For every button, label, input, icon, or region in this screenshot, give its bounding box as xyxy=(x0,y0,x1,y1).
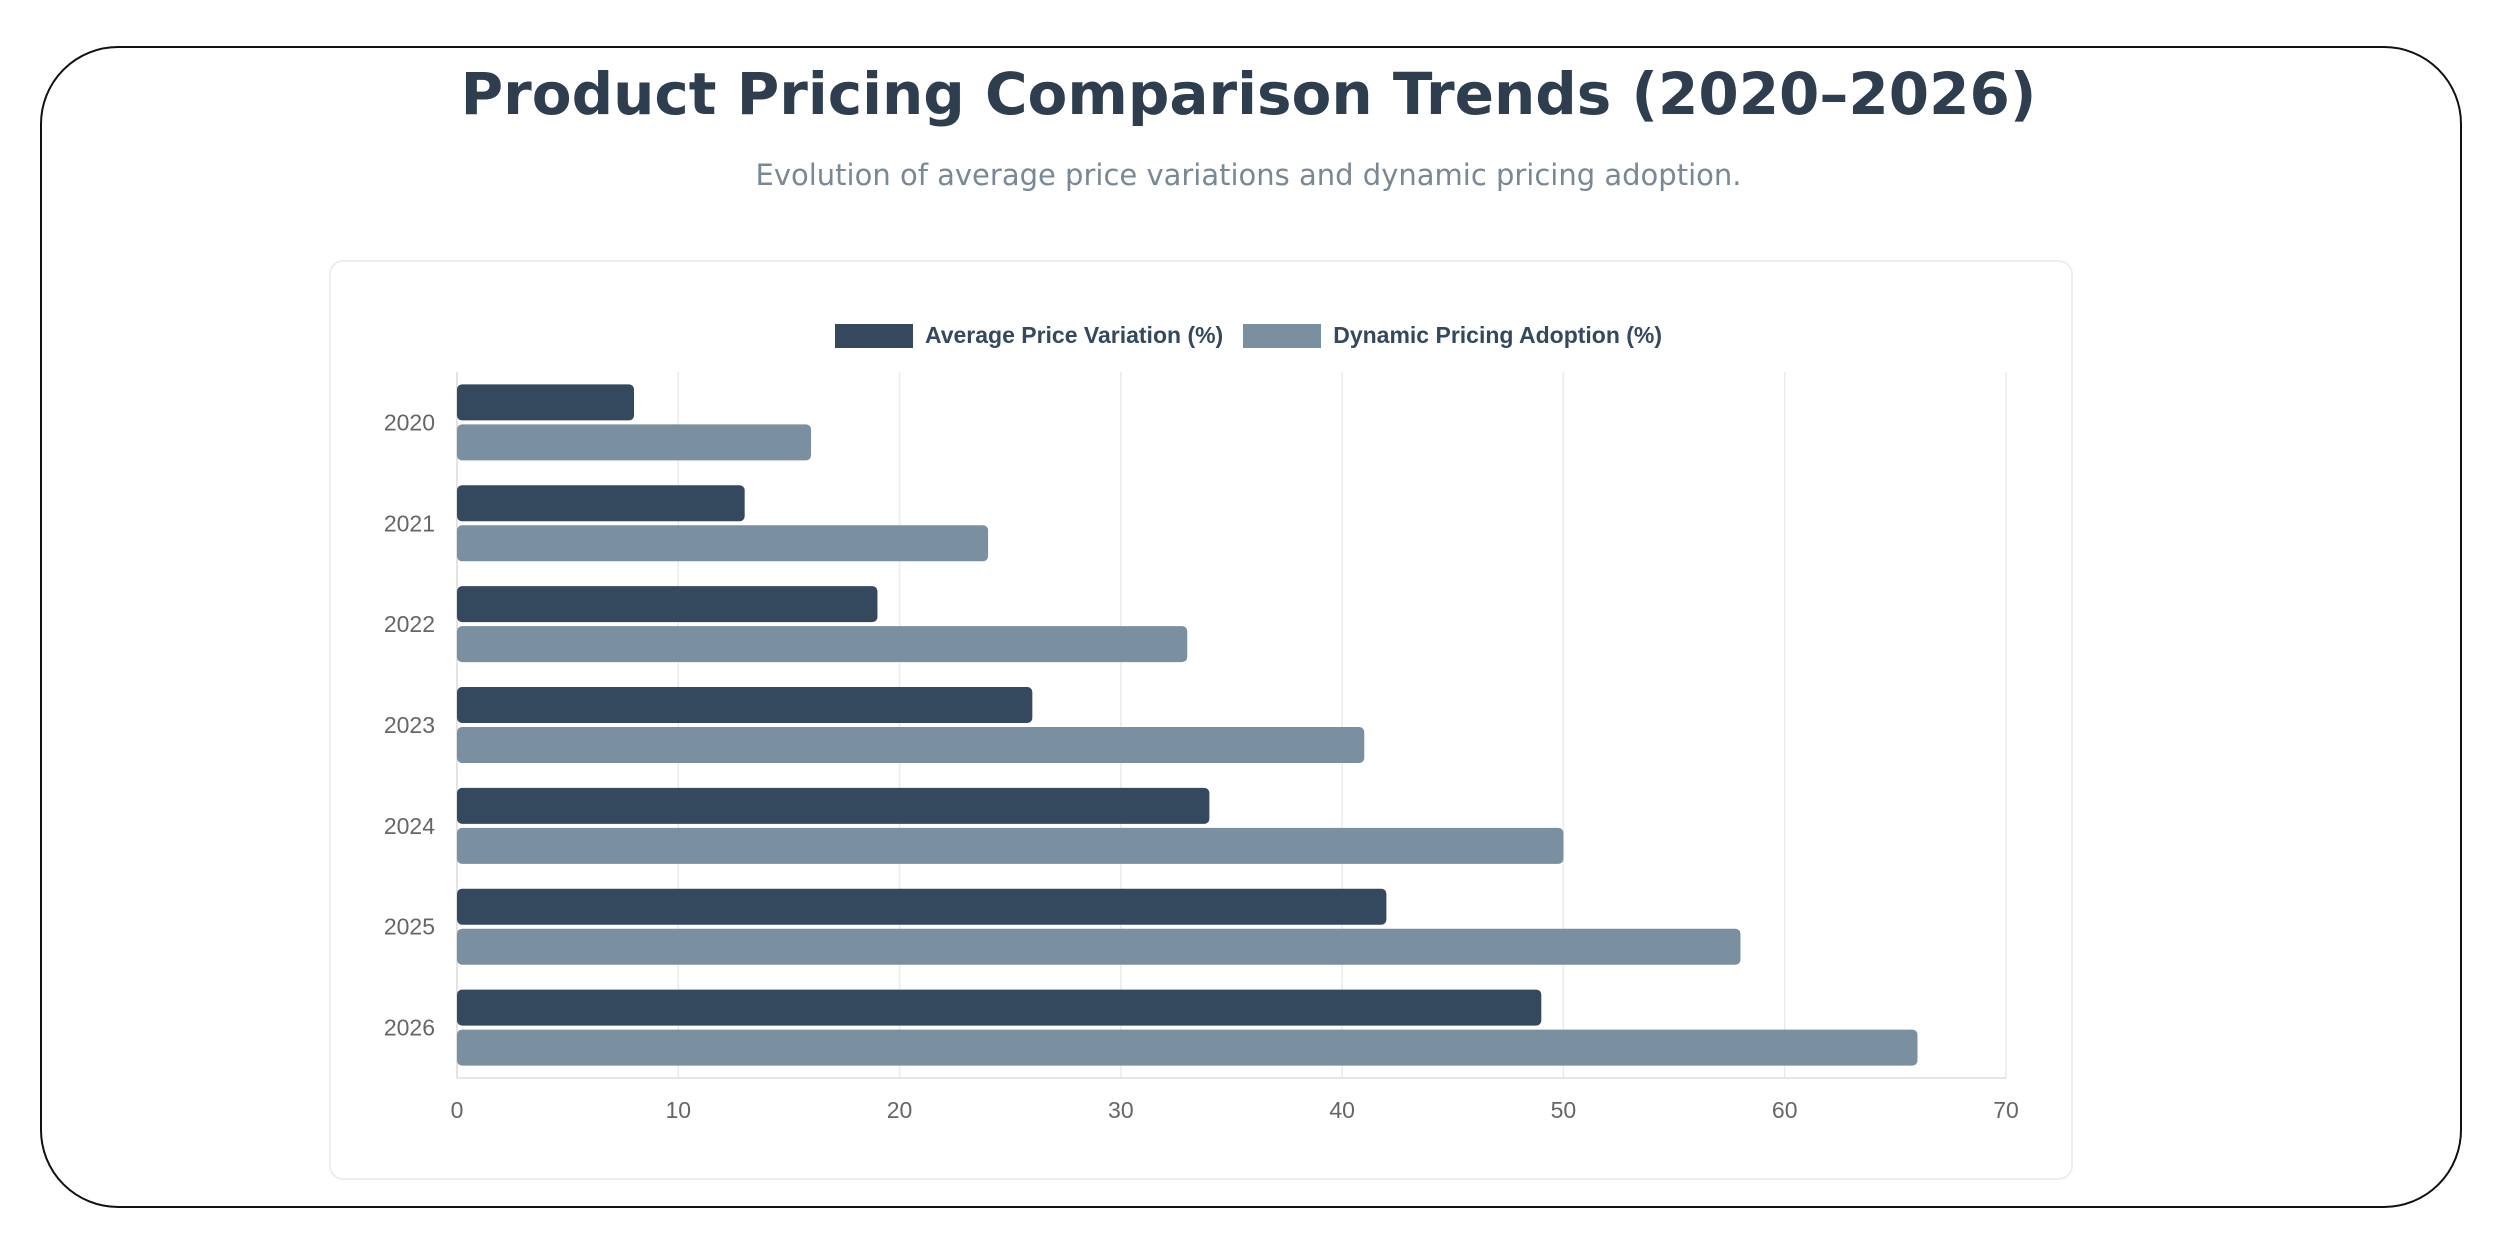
y-tick-label: 2024 xyxy=(384,813,435,839)
y-tick-label: 2023 xyxy=(384,712,435,738)
y-tick-label: 2025 xyxy=(384,914,435,940)
y-tick-label: 2026 xyxy=(384,1015,435,1041)
y-tick-label: 2021 xyxy=(384,510,435,536)
x-tick-label: 70 xyxy=(1993,1097,2019,1123)
bar xyxy=(457,888,1387,925)
bar xyxy=(457,485,745,522)
bar xyxy=(457,827,1564,864)
legend-label: Average Price Variation (%) xyxy=(924,322,1224,348)
x-tick-label: 30 xyxy=(1108,1097,1134,1123)
bar xyxy=(457,687,1033,723)
x-tick-label: 10 xyxy=(665,1097,691,1123)
legend: Average Price Variation (%) Dynamic Pric… xyxy=(0,322,2497,349)
bar xyxy=(457,928,1741,965)
legend-item-dynamic-pricing-adoption[interactable]: Dynamic Pricing Adoption (%) xyxy=(1243,322,1662,349)
x-tick-label: 20 xyxy=(887,1097,913,1123)
x-tick-label: 40 xyxy=(1329,1097,1355,1123)
bar xyxy=(457,787,1210,824)
legend-item-average-price-variation[interactable]: Average Price Variation (%) xyxy=(834,322,1224,349)
bar xyxy=(457,525,989,562)
chart-title: Product Pricing Comparison Trends (2020–… xyxy=(460,60,2037,128)
x-tick-label: 50 xyxy=(1551,1097,1577,1123)
legend-swatch xyxy=(834,323,913,348)
bar xyxy=(457,989,1542,1026)
bar xyxy=(457,384,635,421)
y-tick-label: 2020 xyxy=(384,409,435,435)
bar xyxy=(457,727,1365,763)
bar xyxy=(457,586,878,623)
legend-label: Dynamic Pricing Adoption (%) xyxy=(1333,322,1663,348)
x-tick-label: 60 xyxy=(1772,1097,1798,1123)
chart-subtitle: Evolution of average price variations an… xyxy=(755,158,1742,192)
x-tick-label: 0 xyxy=(451,1097,464,1123)
bar xyxy=(457,626,1188,663)
legend-swatch xyxy=(1243,323,1322,348)
bar xyxy=(457,1029,1918,1066)
bar xyxy=(457,424,812,461)
y-tick-label: 2022 xyxy=(384,611,435,637)
